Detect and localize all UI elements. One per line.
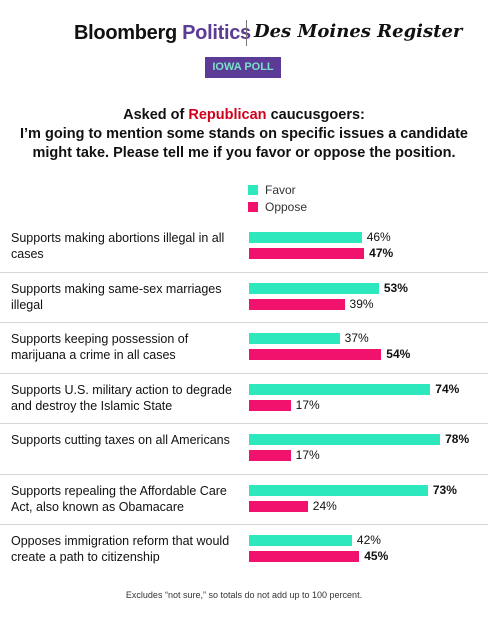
bar-oppose <box>249 500 308 512</box>
category-label: Supports making same-sex marriages illeg… <box>11 281 222 312</box>
bloomberg-politics-logo: Bloomberg Politics <box>74 22 251 45</box>
data-label-favor: 73% <box>432 482 457 497</box>
logo-divider <box>246 20 247 46</box>
data-label-oppose: 39% <box>349 296 374 311</box>
data-label-favor: 46% <box>366 230 391 244</box>
bar-oppose <box>249 248 365 259</box>
chart-row: Supports making abortions illegal in all… <box>0 222 488 272</box>
data-label-favor: 53% <box>383 280 408 295</box>
bar-favor <box>249 282 379 294</box>
header: Bloomberg Politics Des Moines Register <box>0 18 488 48</box>
data-label-oppose: 24% <box>312 498 337 513</box>
politics-wordmark: Politics <box>182 22 251 44</box>
bar-oppose <box>249 450 291 461</box>
legend-item-oppose: Oppose <box>248 199 307 216</box>
iowa-poll-badge: IOWA POLL <box>205 57 281 78</box>
legend-label-oppose: Oppose <box>265 200 308 214</box>
footnote: Excludes “not sure,” so totals do not ad… <box>125 590 363 600</box>
legend-item-favor: Favor <box>248 182 307 199</box>
legend-label-favor: Favor <box>265 183 296 197</box>
data-label-oppose: 45% <box>364 549 389 563</box>
category-label: Supports cutting taxes on all Americans <box>11 433 230 447</box>
des-moines-register-logo: Des Moines Register <box>254 21 463 42</box>
data-label-favor: 42% <box>356 533 381 547</box>
chart-row: Supports cutting taxes on all Americans 7… <box>0 423 488 474</box>
question-highlight: Republican <box>188 107 267 123</box>
bar-favor <box>249 333 340 344</box>
bloomberg-wordmark: Bloomberg <box>74 22 177 44</box>
chart-question: Asked of Republican caucusgoers: I’m goi… <box>0 106 488 163</box>
data-label-oppose: 54% <box>386 347 411 361</box>
data-label-favor: 78% <box>445 432 470 446</box>
category-label: Supports repealing the Affordable Care A… <box>11 483 227 514</box>
bar-oppose <box>249 298 345 310</box>
data-label-oppose: 17% <box>295 448 320 462</box>
data-label-oppose: 47% <box>369 246 394 260</box>
bar-favor <box>249 232 362 243</box>
chart-row: Supports making same-sex marriages illeg… <box>0 271 488 323</box>
legend-swatch-favor <box>248 185 258 195</box>
bar-favor <box>249 434 441 445</box>
bar-oppose <box>249 349 382 360</box>
question-prefix: Asked of <box>123 107 189 123</box>
bar-favor <box>249 484 428 496</box>
category-label: Supports U.S. military action to degrade… <box>11 382 232 413</box>
bar-oppose <box>249 551 360 562</box>
data-label-favor: 74% <box>435 381 460 396</box>
question-line-2: I’m going to mention some stands on spec… <box>20 126 468 161</box>
question-suffix: caucusgoers: <box>266 107 365 123</box>
chart-row: Supports keeping possession of marijuana… <box>0 322 488 373</box>
chart-legend: Favor Oppose <box>248 182 307 216</box>
data-label-oppose: 17% <box>295 397 320 412</box>
chart-row: Opposes immigration reform that would cr… <box>0 524 488 575</box>
bar-favor <box>249 383 431 395</box>
data-label-favor: 37% <box>344 331 369 345</box>
bar-oppose <box>249 399 291 411</box>
legend-swatch-oppose <box>248 202 258 212</box>
chart-row: Supports U.S. military action to degrade… <box>0 372 488 424</box>
category-label: Supports making abortions illegal in all… <box>11 231 225 261</box>
category-label: Supports keeping possession of marijuana… <box>11 332 189 362</box>
chart-rows: Supports making abortions illegal in all… <box>0 222 488 575</box>
bar-favor <box>249 535 352 546</box>
question-line-1: Asked of Republican caucusgoers: <box>0 106 488 125</box>
chart-row: Supports repealing the Affordable Care A… <box>0 473 488 525</box>
category-label: Opposes immigration reform that would cr… <box>11 534 230 564</box>
